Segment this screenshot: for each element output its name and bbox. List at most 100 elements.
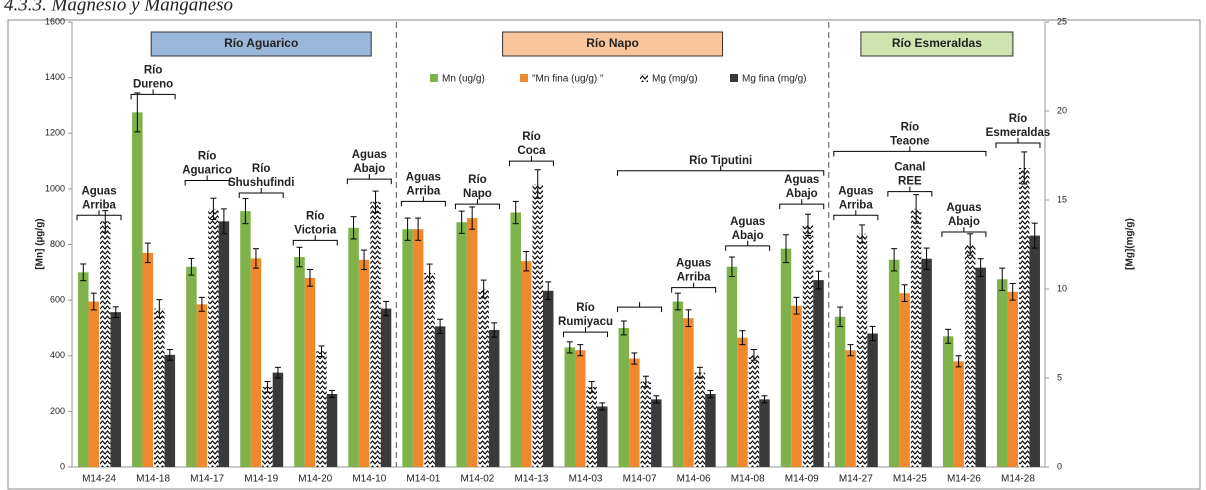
error-bar [112, 306, 119, 318]
error-bar [566, 341, 573, 354]
bracket [941, 226, 987, 237]
y-tick-label: 1400 [45, 72, 65, 82]
annotation: Napo [463, 188, 492, 200]
y2-tick-label: 0 [1057, 461, 1062, 471]
annotation: Canal [894, 162, 925, 174]
error-bar [264, 381, 271, 393]
bar [240, 211, 251, 467]
annotation: Rumiyacu [558, 316, 613, 328]
bar [164, 354, 176, 467]
error-bar [480, 279, 487, 299]
bracket [833, 210, 879, 221]
x-tick-label: M14-26 [947, 474, 981, 485]
error-bar [750, 349, 757, 361]
error-bar [545, 281, 552, 301]
bar [845, 350, 856, 467]
bar [532, 183, 543, 468]
bar [154, 308, 165, 467]
annotation: Arriba [406, 185, 440, 197]
legend-label: "Mn fina (ug/g) " [532, 74, 604, 85]
bar [358, 259, 370, 467]
error-bar [458, 210, 465, 234]
bar [326, 394, 338, 467]
bracket [563, 327, 609, 338]
error-bar [945, 328, 952, 344]
error-bar [426, 263, 433, 283]
x-tick-label: M14-18 [136, 474, 170, 485]
error-bar [685, 309, 692, 328]
error-bar [913, 194, 920, 224]
bar [564, 347, 576, 467]
error-bar [415, 217, 422, 241]
bracket [779, 199, 825, 210]
y2-tick-label: 15 [1057, 194, 1067, 204]
bar [597, 406, 608, 467]
bracket [346, 174, 392, 185]
error-bar [102, 210, 109, 233]
error-bar [491, 322, 498, 338]
error-bar [188, 257, 195, 276]
bracket [400, 196, 446, 207]
x-tick-label: M14-08 [731, 474, 765, 485]
error-bar [156, 299, 163, 318]
legend-swatch [640, 74, 648, 82]
bar [1018, 167, 1030, 467]
bracket [725, 240, 771, 251]
annotation: Victoria [294, 224, 337, 236]
y2-tick-label: 25 [1057, 16, 1067, 26]
y-tick-label: 1600 [45, 16, 65, 26]
error-bar [805, 213, 811, 237]
error-bar [90, 292, 97, 311]
bar [575, 350, 586, 467]
bracket [671, 282, 717, 293]
bar [262, 386, 273, 467]
bar [316, 351, 327, 467]
bar [953, 361, 964, 467]
bar [888, 259, 900, 467]
error-bar [923, 247, 930, 270]
bar [466, 218, 478, 467]
bar [996, 279, 1008, 467]
error-bar [523, 250, 530, 272]
bar [737, 337, 748, 467]
error-bar [739, 330, 746, 346]
error-bar [707, 389, 714, 399]
error-bar [761, 395, 768, 404]
annotation: Abajo [353, 163, 385, 175]
bar [705, 394, 716, 467]
bracket [454, 199, 500, 210]
error-bar [210, 197, 217, 221]
annotation: Aguarico [182, 165, 232, 177]
bracket [833, 146, 987, 157]
bar [434, 326, 446, 467]
annotation: Dureno [133, 78, 173, 90]
x-tick-label: M14-27 [839, 474, 873, 485]
x-tick-label: M14-25 [893, 474, 927, 485]
bar [672, 301, 684, 467]
bracket [995, 137, 1041, 148]
error-bar [999, 267, 1006, 291]
y-tick-label: 800 [50, 239, 65, 249]
annotation: Teaone [890, 135, 929, 147]
error-bar [620, 320, 627, 336]
region-label: Río Esmeraldas [892, 36, 982, 50]
bar [813, 280, 824, 467]
bar [921, 258, 932, 467]
bar [456, 222, 467, 467]
bar [867, 333, 878, 467]
bar [478, 289, 489, 467]
annotation: Aguas [81, 185, 116, 197]
error-bar [166, 349, 173, 361]
bar [412, 229, 424, 467]
error-bar [296, 246, 303, 268]
error-bar [318, 345, 325, 358]
y-tick-label: 0 [60, 461, 65, 471]
bar [1007, 291, 1018, 467]
bar [586, 386, 598, 467]
bracket [130, 89, 176, 100]
bar [488, 329, 500, 467]
bar [834, 316, 846, 467]
annotation: Arriba [82, 199, 116, 211]
bar [272, 372, 284, 467]
legend-swatch [520, 74, 528, 82]
